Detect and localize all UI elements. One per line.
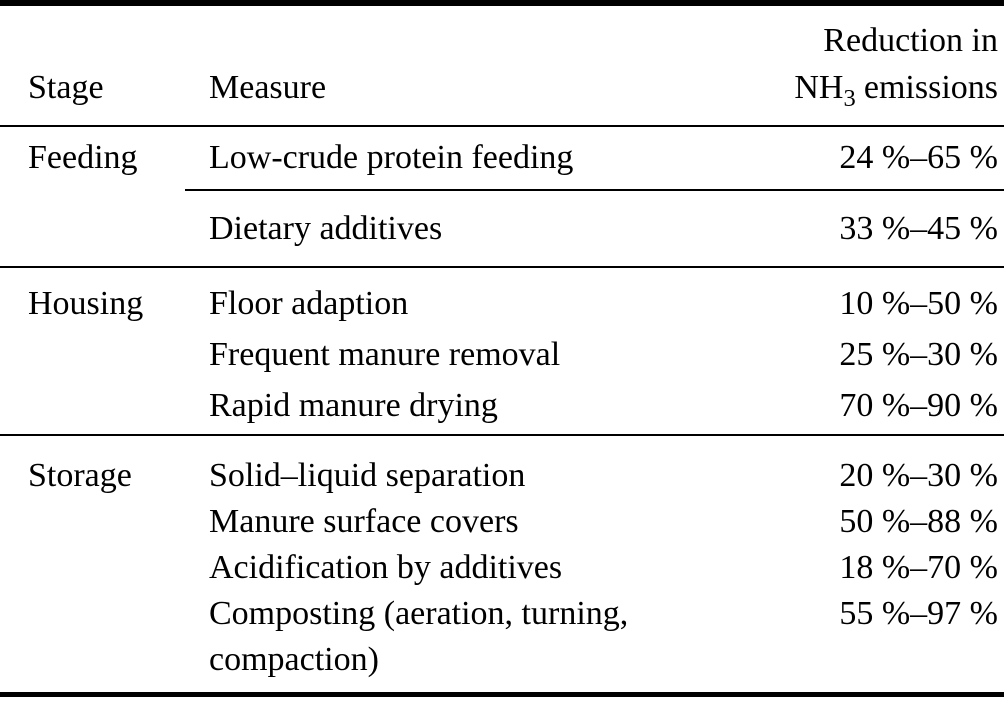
table-bottom-rule (0, 692, 1004, 697)
header-reduction: Reduction in NH3 emissions (674, 17, 1004, 111)
measure-cell: Low-crude protein feeding (209, 139, 574, 176)
table-row: Housing Floor adaption 10 %–50 % (0, 278, 1004, 329)
measure-cell: Frequent manure removal (209, 335, 561, 373)
reduction-cell: 50 %–88 % (839, 503, 998, 540)
table-header: Stage Measure Reduction in NH3 emissions (0, 6, 1004, 125)
nh3-formula-pre: NH (794, 69, 844, 106)
header-measure: Measure (209, 69, 327, 106)
table-row: Storage Solid–liquid separation 20 %–30 … (0, 453, 1004, 499)
header-reduction-unit: emissions (863, 69, 998, 106)
table-row: Frequent manure removal 25 %–30 % (0, 329, 1004, 380)
table-row: Feeding Low-crude protein feeding 24 %–6… (0, 127, 1004, 189)
section-divider-rule (0, 266, 1004, 268)
table-row: Dietary additives 33 %–45 % (0, 191, 1004, 266)
section-housing: Housing Floor adaption 10 %–50 % Frequen… (0, 268, 1004, 434)
table-row: Composting (aeration, turning, compactio… (0, 591, 1004, 683)
header-stage: Stage (28, 69, 104, 106)
measure-cell: Solid–liquid separation (209, 457, 526, 494)
nh3-formula-subscript: 3 (843, 84, 856, 112)
measure-cell: Acidification by additives (209, 549, 563, 586)
measure-cell: Composting (aeration, turning, compactio… (185, 591, 829, 683)
measure-cell: Floor adaption (209, 284, 409, 322)
stage-cell: Housing (28, 284, 144, 322)
header-reduction-line2: NH3 emissions (674, 64, 998, 111)
table-row: Acidification by additives 18 %–70 % (0, 545, 1004, 591)
reduction-cell: 70 %–90 % (839, 386, 998, 424)
measure-line-2: compaction) (209, 641, 379, 678)
reduction-cell: 25 %–30 % (839, 335, 998, 373)
table-top-rule (0, 0, 1004, 6)
header-divider-rule (0, 125, 1004, 127)
reduction-cell: 20 %–30 % (839, 457, 998, 494)
measure-cell: Dietary additives (209, 209, 443, 247)
stage-cell: Storage (28, 457, 132, 494)
measure-line-1: Composting (aeration, turning, (209, 595, 629, 632)
measure-cell: Rapid manure drying (209, 386, 498, 424)
reduction-cell: 55 %–97 % (839, 595, 998, 632)
reduction-cell: 33 %–45 % (839, 209, 998, 247)
table-row: Manure surface covers 50 %–88 % (0, 499, 1004, 545)
section-divider-rule (0, 434, 1004, 436)
reduction-cell: 24 %–65 % (839, 139, 998, 176)
feeding-inner-rule (185, 189, 1004, 191)
section-storage: Storage Solid–liquid separation 20 %–30 … (0, 436, 1004, 692)
header-reduction-line1: Reduction in (823, 22, 998, 59)
section-feeding: Feeding Low-crude protein feeding 24 %–6… (0, 127, 1004, 266)
reduction-cell: 18 %–70 % (839, 549, 998, 586)
table-row: Rapid manure drying 70 %–90 % (0, 380, 1004, 431)
reduction-cell: 10 %–50 % (839, 284, 998, 322)
measure-cell: Manure surface covers (209, 503, 519, 540)
stage-cell: Feeding (28, 139, 138, 176)
